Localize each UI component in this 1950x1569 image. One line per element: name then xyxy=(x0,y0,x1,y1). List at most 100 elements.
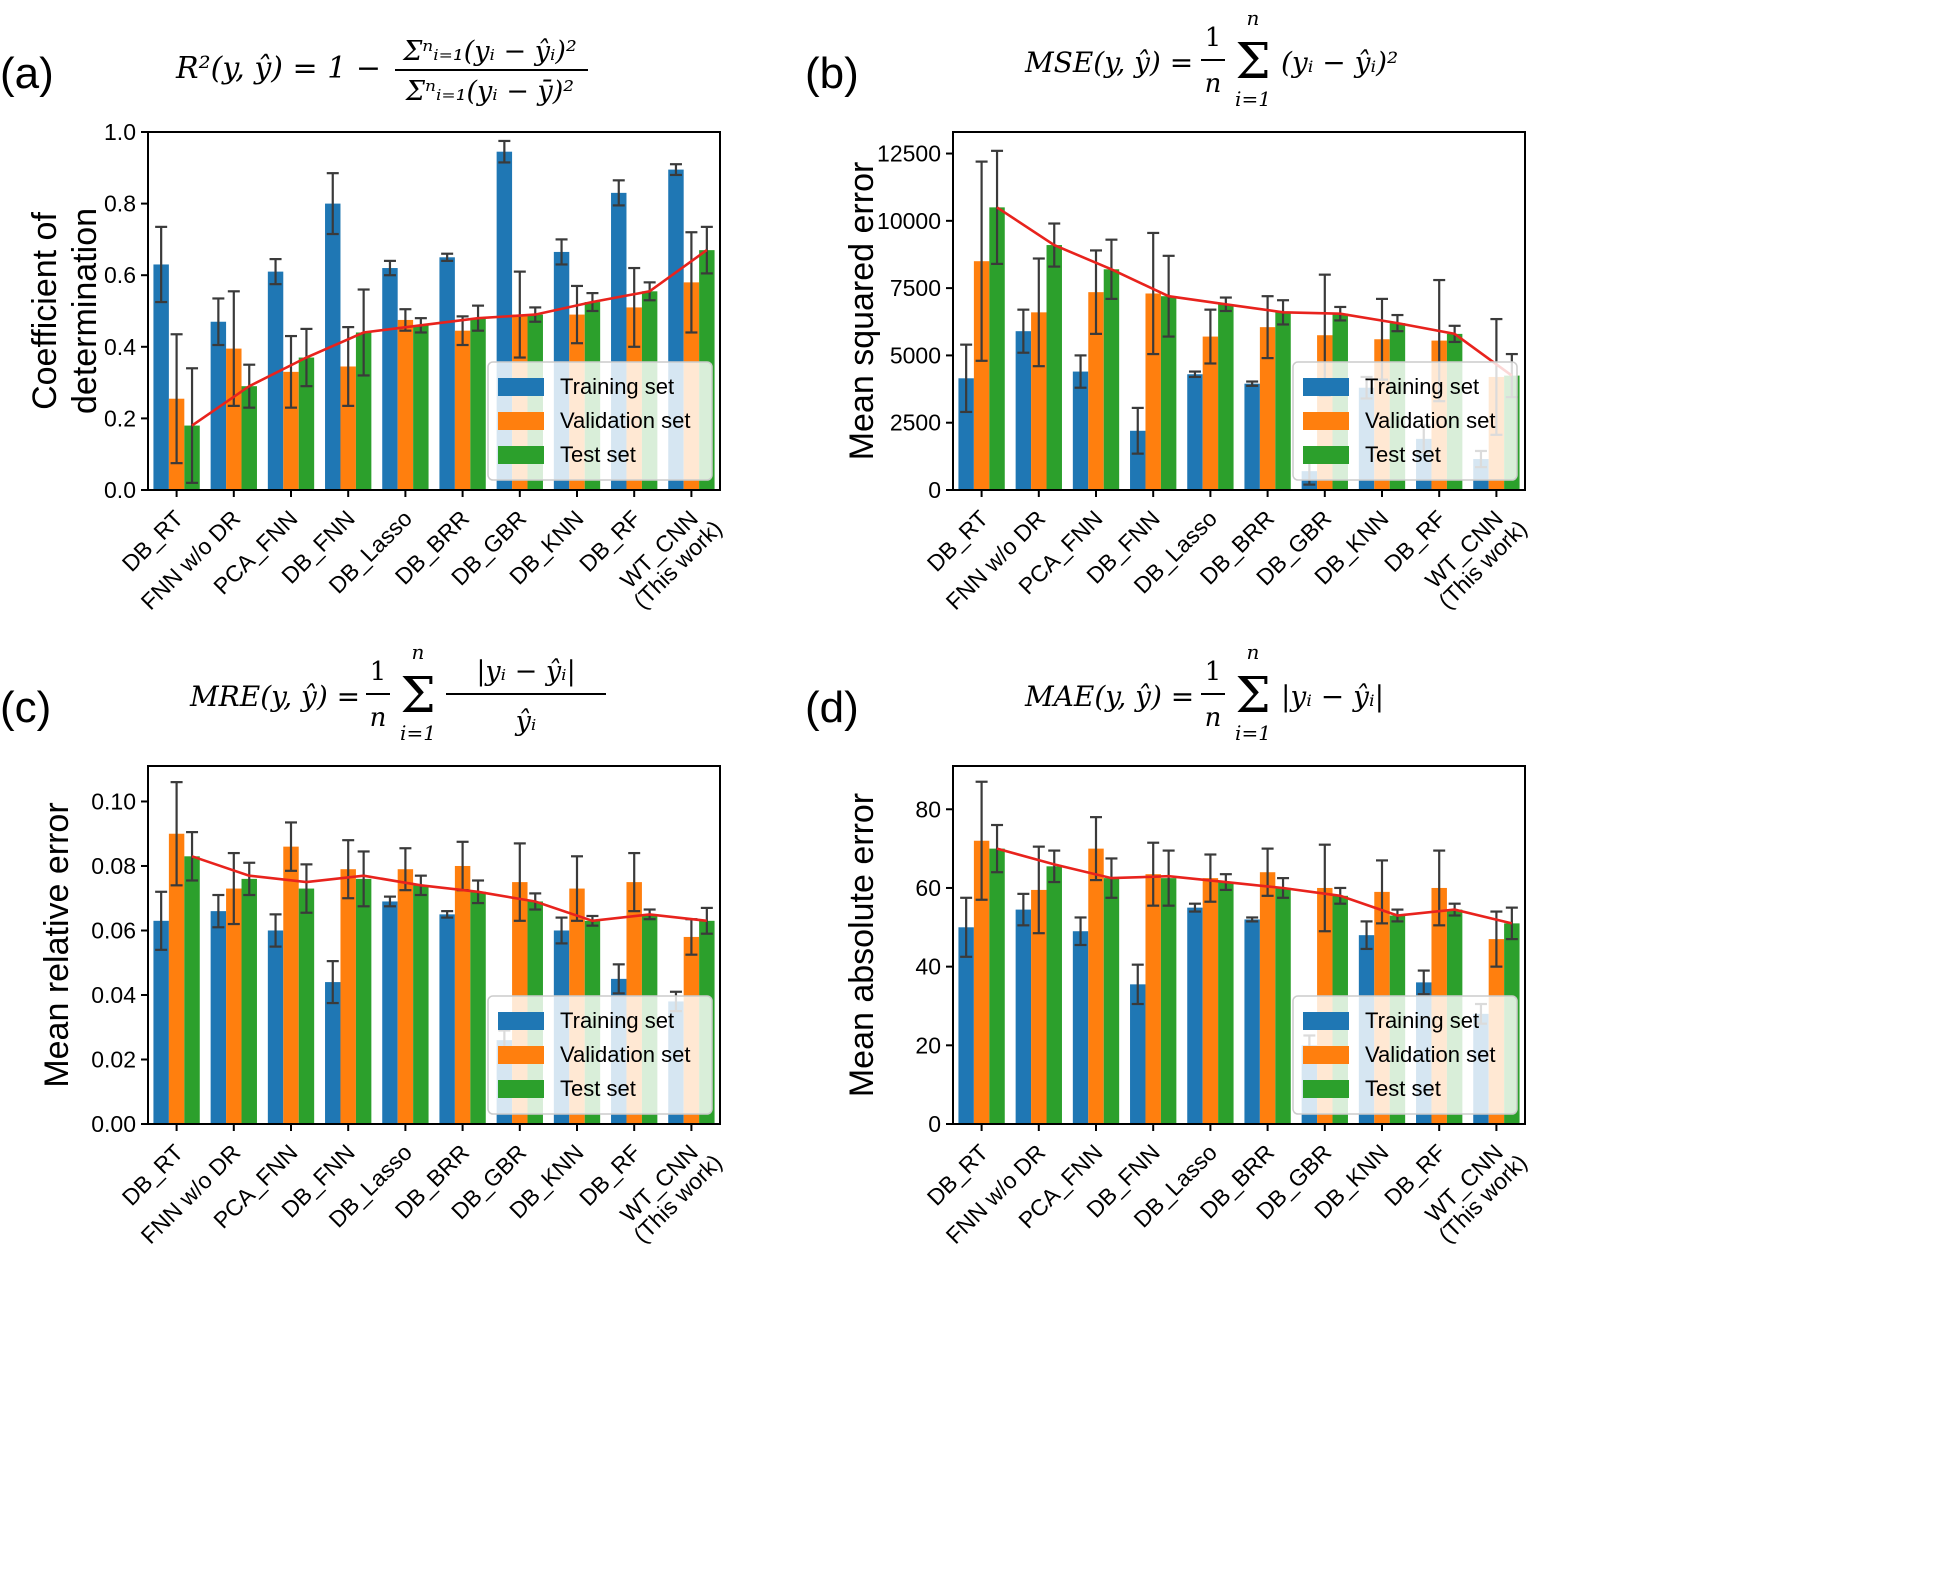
error-bar xyxy=(1246,916,1259,923)
formula-rhs-den: ŷᵢ xyxy=(515,706,537,737)
error-bar xyxy=(1131,406,1144,455)
error-bar xyxy=(628,266,641,348)
bar xyxy=(153,264,169,490)
formula-frac-num: 1 xyxy=(1205,657,1222,687)
axes-frame xyxy=(952,131,1526,491)
error-bar xyxy=(513,842,526,922)
bar xyxy=(1130,430,1146,490)
formula-rhs: |yᵢ − ŷᵢ| xyxy=(1281,680,1384,713)
panel-label: (c) xyxy=(0,683,51,732)
panel-label: (a) xyxy=(0,49,54,98)
chart-svg: (c) MRE(y, ŷ) = 1 n nΣi=1 |yᵢ − ŷᵢ| ŷᵢ Training… xyxy=(0,640,727,1249)
bar xyxy=(1202,878,1219,1124)
error-bar xyxy=(1360,920,1373,951)
formula: MRE(y, ŷ) = 1 n nΣi=1 |yᵢ − ŷᵢ| ŷᵢ xyxy=(189,640,606,745)
legend-entry: Validation set xyxy=(560,408,690,433)
error-bar xyxy=(1204,853,1217,903)
bar xyxy=(1259,327,1276,490)
legend-swatch xyxy=(498,378,544,396)
bar xyxy=(1145,874,1161,1124)
y-tick-label: 0.02 xyxy=(91,1046,136,1072)
bar xyxy=(1275,312,1291,490)
error-bar xyxy=(571,855,583,922)
trend-line xyxy=(996,206,1513,377)
y-axis-label: Coefficient of xyxy=(26,212,64,410)
bar xyxy=(413,325,429,490)
bar xyxy=(1103,269,1120,490)
bar xyxy=(298,357,315,490)
error-bar xyxy=(1017,308,1030,354)
bar xyxy=(1072,931,1089,1124)
trend-line xyxy=(191,249,708,427)
bar xyxy=(413,885,429,1124)
trend-line xyxy=(191,855,707,923)
bar xyxy=(168,833,185,1124)
formula: MAE(y, ŷ) = 1 n nΣi=1 |yᵢ − ŷᵢ| xyxy=(1024,640,1384,745)
error-bar xyxy=(1188,902,1201,913)
legend: Training set Validation set Test set xyxy=(1292,995,1518,1115)
formula-sum-top: n xyxy=(412,640,425,664)
formula-sum-bottom: i=1 xyxy=(1235,87,1271,111)
bar xyxy=(210,911,227,1124)
y-axis-label: Mean relative error xyxy=(38,802,76,1087)
bar xyxy=(1202,336,1219,490)
bar xyxy=(470,318,486,490)
error-bar xyxy=(269,913,282,948)
error-bar xyxy=(1090,816,1102,882)
error-bar xyxy=(960,343,973,414)
error-bar xyxy=(700,225,713,275)
bar xyxy=(325,982,341,1124)
legend: Training set Validation set Test set xyxy=(487,361,713,481)
panel-label: (d) xyxy=(805,683,859,732)
bar xyxy=(184,856,200,1124)
legend-entry: Validation set xyxy=(560,1042,690,1067)
formula-frac-num: 1 xyxy=(370,657,387,687)
error-bar xyxy=(1433,849,1446,927)
bar xyxy=(470,891,486,1124)
legend-entry: Test set xyxy=(1365,442,1441,467)
bar xyxy=(397,869,414,1124)
bar xyxy=(1187,374,1203,490)
y-tick-label: 0 xyxy=(928,477,941,503)
legend-swatch xyxy=(1303,1012,1349,1030)
bar xyxy=(153,920,169,1124)
formula-rhs-num: |yᵢ − ŷᵢ| xyxy=(476,656,575,687)
formula-sum: Σ xyxy=(1235,666,1270,724)
bar xyxy=(439,257,455,490)
y-tick-label: 0.4 xyxy=(104,334,136,360)
legend-swatch xyxy=(1303,446,1349,464)
legend-swatch xyxy=(498,1012,544,1030)
error-bar xyxy=(1147,841,1160,907)
bar xyxy=(1031,312,1047,490)
error-bar xyxy=(1246,380,1259,387)
error-bar xyxy=(571,284,583,345)
error-bar xyxy=(1090,249,1102,335)
bar xyxy=(1088,848,1104,1124)
legend-entry: Training set xyxy=(1365,374,1479,399)
y-tick-label: 1.0 xyxy=(104,119,136,145)
bar xyxy=(283,846,299,1124)
y-axis-label: Mean absolute error xyxy=(843,793,881,1097)
error-bar xyxy=(155,890,168,951)
y-tick-label: 80 xyxy=(915,796,941,822)
bar xyxy=(241,386,257,490)
error-bar xyxy=(1032,257,1045,368)
error-bar xyxy=(612,963,625,995)
bar xyxy=(340,366,356,490)
error-bar xyxy=(155,225,168,304)
error-bar xyxy=(383,895,396,908)
error-bar xyxy=(326,172,339,236)
bar xyxy=(397,319,414,490)
formula-lhs: MRE(y, ŷ) = xyxy=(189,680,360,713)
error-bar xyxy=(357,850,370,908)
legend-swatch xyxy=(1303,378,1349,396)
bar xyxy=(241,878,257,1124)
bar xyxy=(439,914,455,1124)
error-bar xyxy=(685,231,698,334)
error-bar xyxy=(960,896,973,958)
legend-swatch xyxy=(498,1080,544,1098)
bar xyxy=(989,848,1005,1124)
y-tick-label: 0.2 xyxy=(104,405,136,431)
formula: MSE(y, ŷ) = 1 n nΣi=1 (yᵢ − ŷᵢ)² xyxy=(1024,6,1398,111)
